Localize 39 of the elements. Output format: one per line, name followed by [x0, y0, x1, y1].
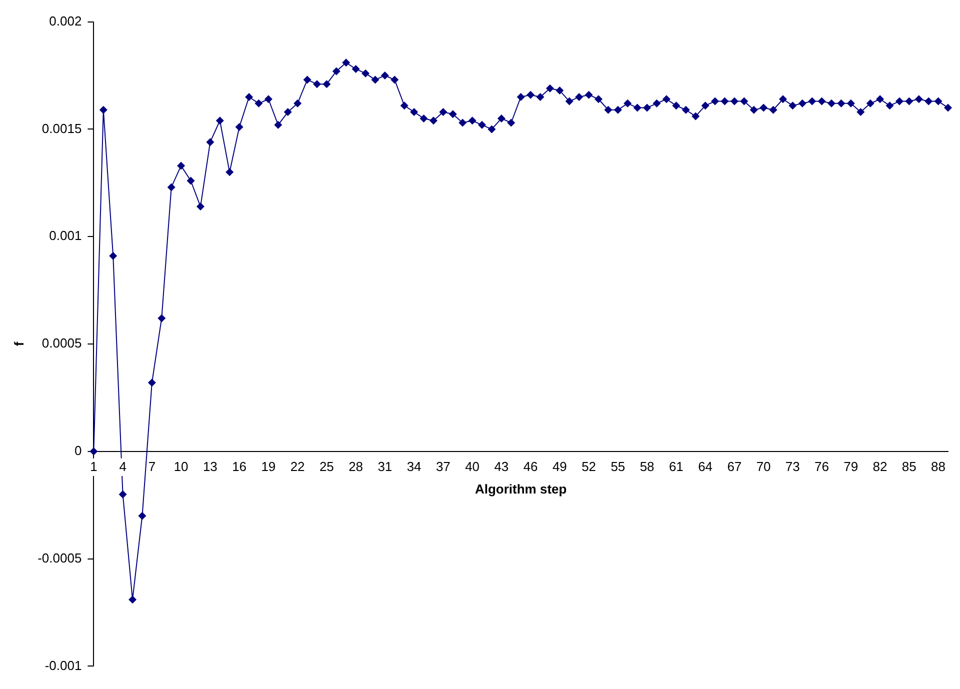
x-tick-label: 22: [290, 458, 305, 474]
y-tick-label: 0.0005: [42, 336, 82, 351]
x-tick-label: 67: [727, 458, 742, 474]
x-tick-label: 19: [261, 458, 276, 474]
x-tick-label: 43: [494, 458, 509, 474]
y-tick-label: -0.0005: [38, 550, 82, 566]
x-tick-label: 34: [406, 458, 422, 474]
x-tick-label: 73: [785, 458, 800, 474]
x-tick-label: 25: [319, 458, 334, 474]
x-tick-label: 61: [668, 458, 684, 474]
x-tick-label: 31: [378, 458, 392, 474]
x-tick-label: 88: [931, 458, 946, 474]
x-tick-label: 52: [582, 458, 596, 474]
x-tick-label: 46: [523, 458, 538, 474]
x-tick-label: 49: [552, 458, 567, 474]
y-tick-label: 0.001: [49, 228, 82, 244]
x-tick-label: 16: [232, 458, 247, 474]
y-tick-label: -0.001: [44, 658, 82, 673]
y-tick-label: 0.002: [49, 13, 82, 28]
x-tick-label: 85: [902, 458, 916, 474]
x-tick-label: 55: [610, 458, 626, 474]
x-axis-title: Algorithm step: [474, 481, 567, 496]
x-tick-label: 4: [119, 458, 126, 474]
x-tick-label: 76: [814, 458, 830, 474]
x-tick-label: 64: [698, 458, 713, 474]
x-tick-label: 37: [436, 458, 450, 474]
x-tick-label: 1: [90, 458, 98, 474]
x-tick-label: 58: [640, 458, 654, 474]
x-tick-label: 40: [465, 458, 480, 474]
x-tick-label: 82: [872, 458, 888, 474]
x-tick-label: 13: [202, 458, 218, 474]
x-tick-label: 7: [148, 458, 156, 474]
y-axis-title: f: [11, 341, 26, 346]
x-tick-label: 10: [174, 458, 188, 474]
y-tick-label: 0: [74, 442, 82, 458]
x-tick-label: 70: [756, 458, 771, 474]
y-tick-label: 0.0015: [42, 120, 82, 136]
x-tick-label: 79: [844, 458, 858, 474]
x-tick-label: 28: [348, 458, 364, 474]
